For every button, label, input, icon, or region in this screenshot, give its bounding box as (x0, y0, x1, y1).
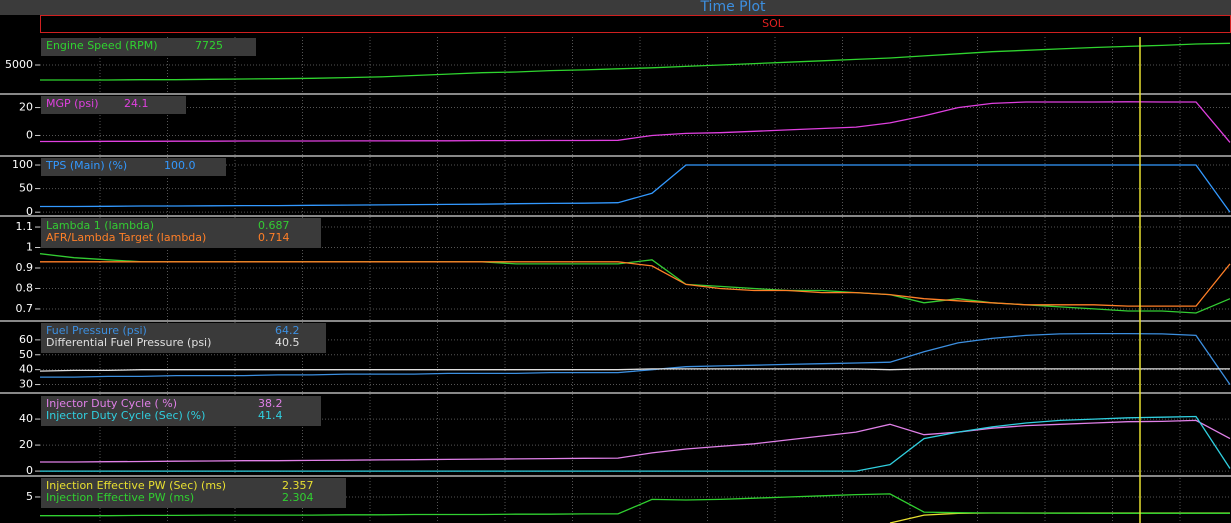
y-tick-label: 0.8 (16, 281, 34, 294)
legend-readout: 0.714 (258, 231, 290, 244)
title-bar (0, 0, 1231, 15)
series-line (40, 42, 1231, 81)
mode-label: SOL (762, 17, 785, 30)
window-title: Time Plot (699, 0, 766, 15)
legend-name: AFR/Lambda Target (lambda) (46, 231, 206, 244)
legend-box (41, 158, 226, 176)
y-tick-label: 40 (19, 412, 33, 425)
y-tick-label: 5 (26, 490, 33, 503)
legend-name: Injection Effective PW (ms) (46, 491, 194, 504)
legend-readout: 2.357 (282, 479, 314, 492)
legend-readout: 0.687 (258, 219, 290, 232)
series-line (40, 419, 1231, 463)
legend-box (41, 96, 186, 114)
series-line (39, 368, 1230, 372)
legend-name: Lambda 1 (lambda) (46, 219, 154, 232)
y-tick-label: 40 (19, 363, 33, 376)
y-tick-label: 50 (19, 348, 33, 361)
y-tick-label: 20 (19, 101, 33, 114)
legend-name: Injector Duty Cycle ( %) (46, 397, 177, 410)
legend-readout: 7725 (195, 39, 223, 52)
y-tick-label: 0 (26, 128, 33, 141)
legend-readout: 2.304 (282, 491, 314, 504)
legend-box (41, 218, 321, 248)
series-line (40, 261, 1231, 307)
y-tick-label: 1.1 (16, 220, 34, 233)
legend-name: Injection Effective PW (Sec) (ms) (46, 479, 226, 492)
y-tick-label: 60 (19, 333, 33, 346)
y-tick-label: 30 (19, 378, 33, 391)
legend-name: MGP (psi) (46, 97, 99, 110)
legend-box (41, 396, 321, 426)
series-line (40, 164, 1231, 213)
y-tick-label: 0.9 (16, 261, 34, 274)
legend-readout: 24.1 (124, 97, 149, 110)
legend-name: Fuel Pressure (psi) (46, 324, 147, 337)
series-line (40, 101, 1231, 143)
y-tick-label: 0 (26, 464, 33, 477)
y-tick-label: 5000 (5, 58, 33, 71)
legend-readout: 100.0 (164, 159, 196, 172)
y-tick-label: 20 (19, 438, 33, 451)
legend-readout: 41.4 (258, 409, 283, 422)
legend-name: Differential Fuel Pressure (psi) (46, 336, 211, 349)
legend-box (41, 323, 326, 353)
series-line (39, 253, 1231, 314)
series-line (40, 493, 1230, 517)
legend-name: Engine Speed (RPM) (46, 39, 158, 52)
y-tick-label: 1 (26, 241, 33, 254)
y-tick-label: 50 (19, 182, 33, 195)
y-tick-label: 0.7 (16, 302, 34, 315)
legend-name: Injector Duty Cycle (Sec) (%) (46, 409, 205, 422)
legend-box (41, 38, 256, 56)
legend-readout: 40.5 (275, 336, 300, 349)
legend-name: TPS (Main) (%) (45, 159, 127, 172)
series-line (40, 332, 1231, 385)
series-line (889, 512, 1230, 523)
y-tick-label: 0 (26, 205, 33, 218)
legend-readout: 64.2 (275, 324, 300, 337)
legend-readout: 38.2 (258, 397, 283, 410)
y-tick-label: 100 (12, 158, 33, 171)
series-line (40, 415, 1231, 472)
legend-box (41, 478, 346, 508)
mode-bar (40, 15, 1231, 33)
